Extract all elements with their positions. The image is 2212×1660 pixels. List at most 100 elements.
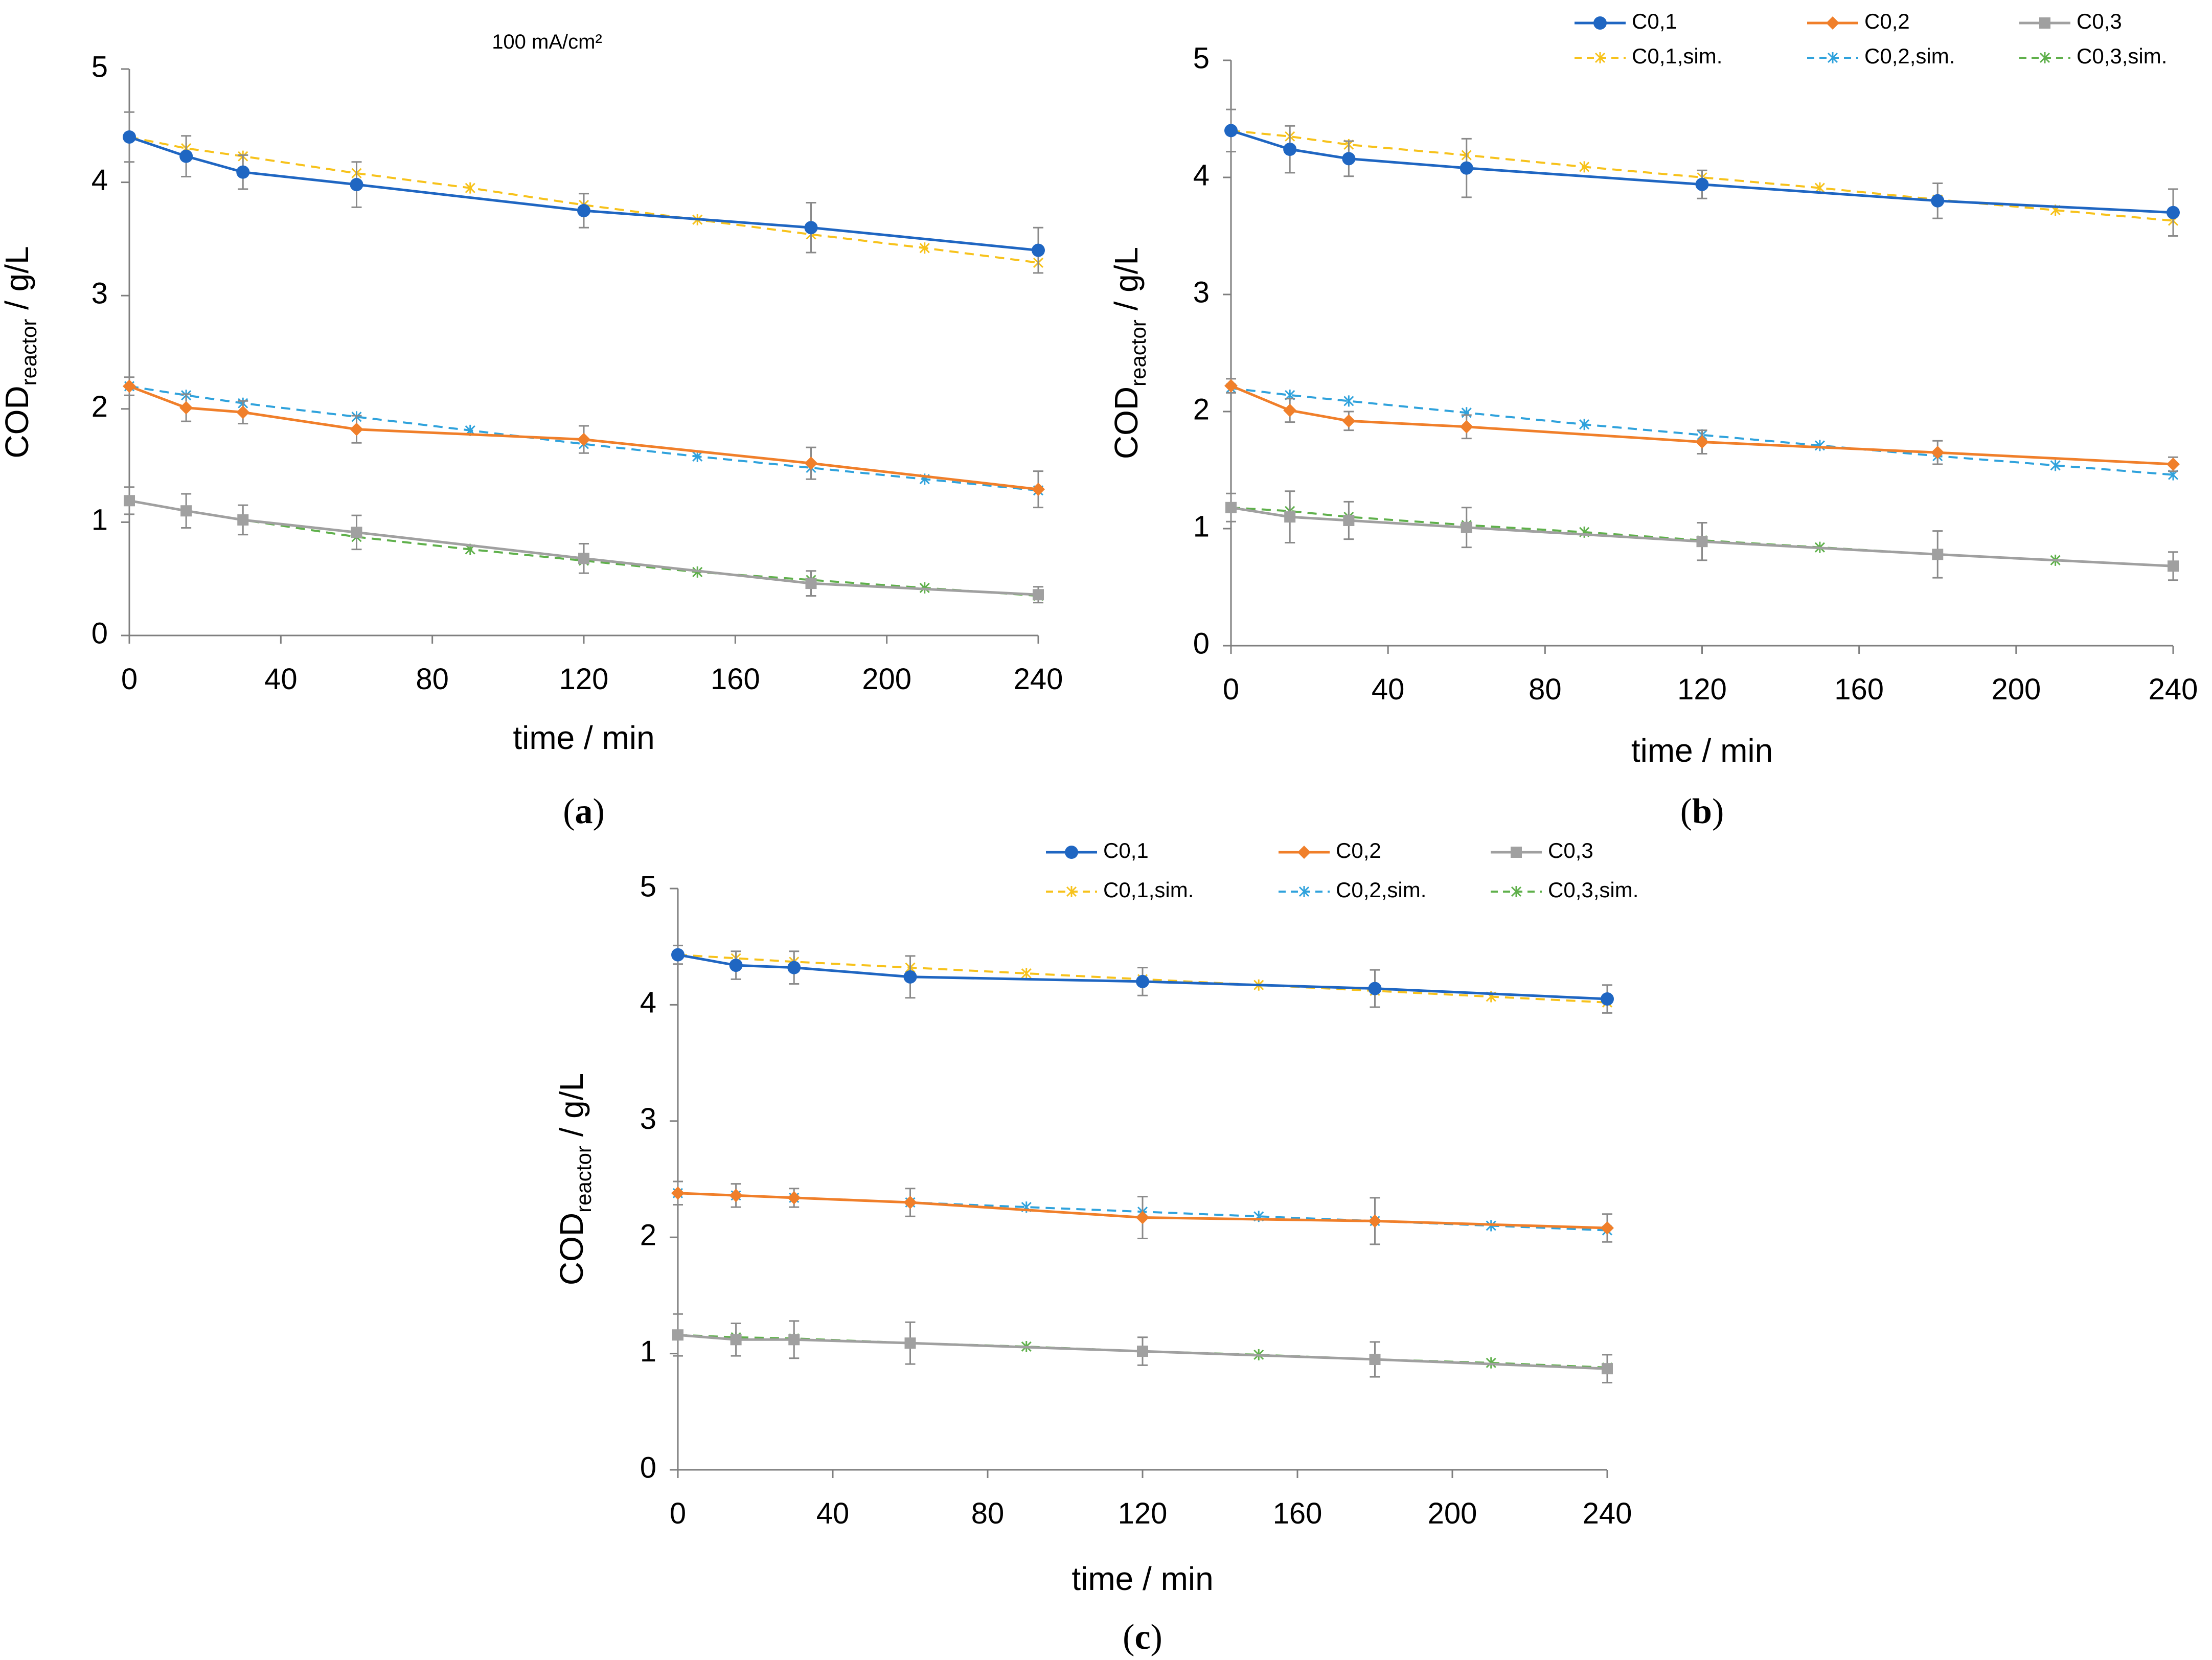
legend-label: C0,1 [1103,838,1149,862]
x-tick-label: 120 [1677,673,1727,706]
data-point [1931,446,1945,460]
data-point [1283,143,1297,156]
x-tick-label: 80 [416,663,449,696]
y-axis-title-subscript: reactor [17,319,41,386]
data-point [1460,420,1473,434]
legend-label: C0,1,sim. [1632,44,1722,68]
y-axis-title-main: COD [553,1213,590,1285]
series-line [129,499,1039,597]
chart-panel-b: 0 1 2 3 4 5 0 40 80 120 160 200 240 time / min CODreac… [1108,9,2198,831]
legend-label: C0,3 [1548,838,1593,862]
data-point [805,578,817,589]
legend-item-c02s: C0,2,sim. [1807,44,1955,68]
x-tick-label: 200 [1428,1497,1477,1530]
y-tick-label: 4 [92,164,108,197]
legend-label: C0,2 [1864,9,1910,33]
x-tick-label: 0 [121,663,138,696]
data-point [671,948,685,962]
y-axis-title-unit: / g/L [0,246,35,319]
legend-item-c01: C0,1 [1046,838,1149,862]
panel-label-open-paren: ( [1680,792,1692,831]
y-tick-label: 0 [640,1451,656,1484]
data-point [123,130,136,144]
data-point [919,242,930,254]
legend-item-c01: C0,1 [1575,9,1677,33]
data-point [2167,206,2180,219]
panel-label-open-paren: ( [1123,1618,1134,1657]
data-point [1343,395,1354,407]
series-c01 [1224,108,2180,237]
x-tick-label: 80 [1529,673,1562,706]
data-point [1032,483,1045,496]
x-tick-label: 120 [1118,1497,1168,1530]
y-axis-title-subscript: reactor [1126,320,1150,386]
legend-label: C0,2 [1336,838,1381,862]
data-point [1137,1346,1148,1357]
legend-swatch-marker [1594,52,1606,63]
legend-item-c03: C0,3 [2019,9,2122,33]
panel-label: (c) [1123,1618,1162,1657]
data-point [1284,511,1296,523]
x-tick-label: 0 [670,1497,686,1530]
x-axis-title: time / min [1071,1560,1213,1597]
y-tick-label: 1 [640,1335,656,1368]
data-point [236,405,250,419]
y-tick-label: 5 [640,870,656,903]
legend-swatch-marker [1298,886,1310,897]
data-point [903,970,917,984]
data-point [1032,243,1045,257]
y-tick-label: 3 [1193,276,1210,309]
panel-label-close-paren: ) [1151,1618,1162,1657]
y-tick-label: 0 [1193,627,1210,660]
legend-item-c03: C0,3 [1491,838,1593,862]
legend-swatch-marker [1297,846,1311,859]
y-tick-label: 5 [92,50,108,83]
y-tick-label: 0 [92,617,108,650]
data-point [804,221,818,235]
series-c02 [671,1180,1614,1245]
y-tick-label: 3 [92,277,108,310]
legend-swatch-marker [1593,16,1607,30]
legend-label: C0,1,sim. [1103,878,1194,902]
legend-item-c03s: C0,3,sim. [2019,44,2167,68]
panel-label-open-paren: ( [563,792,575,831]
y-tick-label: 2 [640,1219,656,1252]
data-point [1696,536,1708,548]
data-point [179,401,193,415]
data-point [692,450,703,462]
legend-swatch-marker [1066,886,1077,897]
data-point [672,1329,683,1341]
legend-swatch-marker [1511,847,1522,858]
data-point [1369,1353,1381,1365]
data-point [1695,435,1709,449]
y-tick-label: 4 [1193,158,1210,192]
data-point [671,1186,685,1200]
series-c03 [672,1313,1613,1383]
data-point [2167,458,2180,471]
y-axis-title-unit: / g/L [553,1073,590,1146]
panel-label-letter: a [575,792,593,831]
data-point [179,149,193,163]
data-point [1602,1363,1613,1375]
data-point [577,204,590,217]
data-point [1368,1214,1382,1228]
data-point [350,178,363,192]
data-point [1579,161,1590,173]
x-tick-label: 80 [971,1497,1005,1530]
legend-swatch-marker [2039,17,2050,29]
legend-label: C0,1 [1632,9,1677,33]
data-point [2050,460,2061,471]
data-point [787,1191,801,1204]
data-point [1579,419,1590,430]
x-tick-label: 40 [1372,673,1405,706]
x-tick-label: 40 [264,663,298,696]
data-point [1461,521,1472,533]
data-point [788,1334,800,1346]
data-point [1932,549,1944,560]
panel-label-letter: c [1134,1618,1150,1657]
legend-label: C0,3 [2077,9,2122,33]
legend-item-c02: C0,2 [1279,838,1381,862]
chart-panel-a: 0 1 2 3 4 5 0 40 80 120 160 200 240 time / min CODreac… [0,31,1063,831]
panel-label-letter: b [1692,792,1712,831]
legend-item-c01s: C0,1,sim. [1575,44,1722,68]
